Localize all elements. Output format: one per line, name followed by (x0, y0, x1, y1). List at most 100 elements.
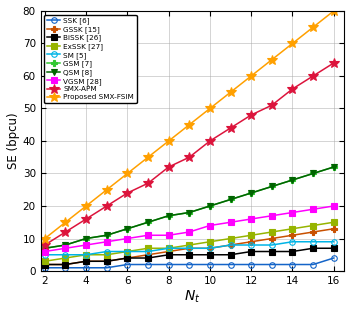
Line: QSM [8]: QSM [8] (42, 164, 337, 251)
SSK [6] (270, 263, 274, 266)
SM [5] (332, 240, 336, 244)
VGSM [28] (229, 220, 233, 224)
Line: SM [5]: SM [5] (42, 239, 337, 257)
QSM [8] (208, 204, 212, 208)
GSM [7] (125, 227, 130, 231)
ExSSK [27] (332, 220, 336, 224)
ExSSK [27] (229, 236, 233, 240)
Proposed SMX-FSIM (208, 107, 212, 110)
SM [5] (229, 243, 233, 247)
X-axis label: $N_t$: $N_t$ (184, 289, 201, 305)
GSM [7] (290, 178, 294, 182)
SSK [6] (187, 263, 191, 266)
GSM [7] (208, 204, 212, 208)
Proposed SMX-FSIM (64, 220, 68, 224)
SM [5] (64, 253, 68, 257)
GSM [7] (229, 197, 233, 201)
GSM [7] (187, 211, 191, 214)
SM [5] (270, 243, 274, 247)
Line: GSSK [15]: GSSK [15] (41, 225, 337, 268)
QSM [8] (105, 233, 109, 237)
ExSSK [27] (105, 253, 109, 257)
GSSK [15] (84, 259, 88, 263)
QSM [8] (64, 243, 68, 247)
GSSK [15] (187, 246, 191, 250)
Proposed SMX-FSIM (187, 123, 191, 127)
VGSM [28] (311, 207, 315, 211)
SSK [6] (64, 266, 68, 270)
SSK [6] (84, 266, 88, 270)
BiSSK [26] (229, 253, 233, 257)
SM [5] (146, 250, 150, 253)
QSM [8] (43, 246, 47, 250)
QSM [8] (146, 220, 150, 224)
Line: SMX-APM: SMX-APM (40, 58, 339, 250)
SMX-APM (105, 204, 109, 208)
QSM [8] (290, 178, 294, 182)
SSK [6] (125, 263, 130, 266)
VGSM [28] (64, 246, 68, 250)
SSK [6] (208, 263, 212, 266)
SM [5] (290, 240, 294, 244)
Proposed SMX-FSIM (270, 58, 274, 61)
SMX-APM (64, 230, 68, 234)
GSM [7] (43, 246, 47, 250)
GSM [7] (64, 243, 68, 247)
SSK [6] (146, 263, 150, 266)
BiSSK [26] (43, 263, 47, 266)
ExSSK [27] (311, 224, 315, 227)
QSM [8] (229, 197, 233, 201)
GSSK [15] (208, 246, 212, 250)
GSM [7] (105, 233, 109, 237)
ExSSK [27] (249, 233, 253, 237)
SM [5] (105, 250, 109, 253)
SSK [6] (332, 256, 336, 260)
BiSSK [26] (146, 256, 150, 260)
BiSSK [26] (290, 250, 294, 253)
GSSK [15] (166, 250, 171, 253)
GSSK [15] (64, 263, 68, 266)
SSK [6] (290, 263, 294, 266)
SMX-APM (146, 181, 150, 185)
SMX-APM (166, 165, 171, 169)
BiSSK [26] (332, 246, 336, 250)
VGSM [28] (290, 211, 294, 214)
BiSSK [26] (105, 259, 109, 263)
ExSSK [27] (187, 243, 191, 247)
GSSK [15] (249, 240, 253, 244)
SSK [6] (43, 266, 47, 270)
ExSSK [27] (166, 246, 171, 250)
Proposed SMX-FSIM (146, 155, 150, 159)
Line: VGSM [28]: VGSM [28] (42, 203, 337, 254)
Proposed SMX-FSIM (290, 41, 294, 45)
SSK [6] (229, 263, 233, 266)
SM [5] (43, 253, 47, 257)
ExSSK [27] (270, 230, 274, 234)
GSM [7] (146, 220, 150, 224)
SM [5] (311, 240, 315, 244)
SMX-APM (290, 87, 294, 91)
VGSM [28] (166, 233, 171, 237)
GSM [7] (249, 191, 253, 195)
QSM [8] (249, 191, 253, 195)
BiSSK [26] (84, 259, 88, 263)
Line: GSM [7]: GSM [7] (41, 163, 337, 252)
VGSM [28] (249, 217, 253, 221)
SMX-APM (208, 139, 212, 143)
SM [5] (187, 246, 191, 250)
GSSK [15] (290, 233, 294, 237)
SMX-APM (311, 74, 315, 78)
BiSSK [26] (64, 263, 68, 266)
SMX-APM (332, 61, 336, 65)
VGSM [28] (84, 243, 88, 247)
GSSK [15] (270, 236, 274, 240)
ExSSK [27] (43, 259, 47, 263)
SM [5] (249, 243, 253, 247)
ExSSK [27] (125, 250, 130, 253)
Line: ExSSK [27]: ExSSK [27] (42, 219, 337, 264)
QSM [8] (187, 211, 191, 214)
SSK [6] (105, 266, 109, 270)
SM [5] (166, 246, 171, 250)
Proposed SMX-FSIM (105, 188, 109, 192)
SMX-APM (125, 191, 130, 195)
